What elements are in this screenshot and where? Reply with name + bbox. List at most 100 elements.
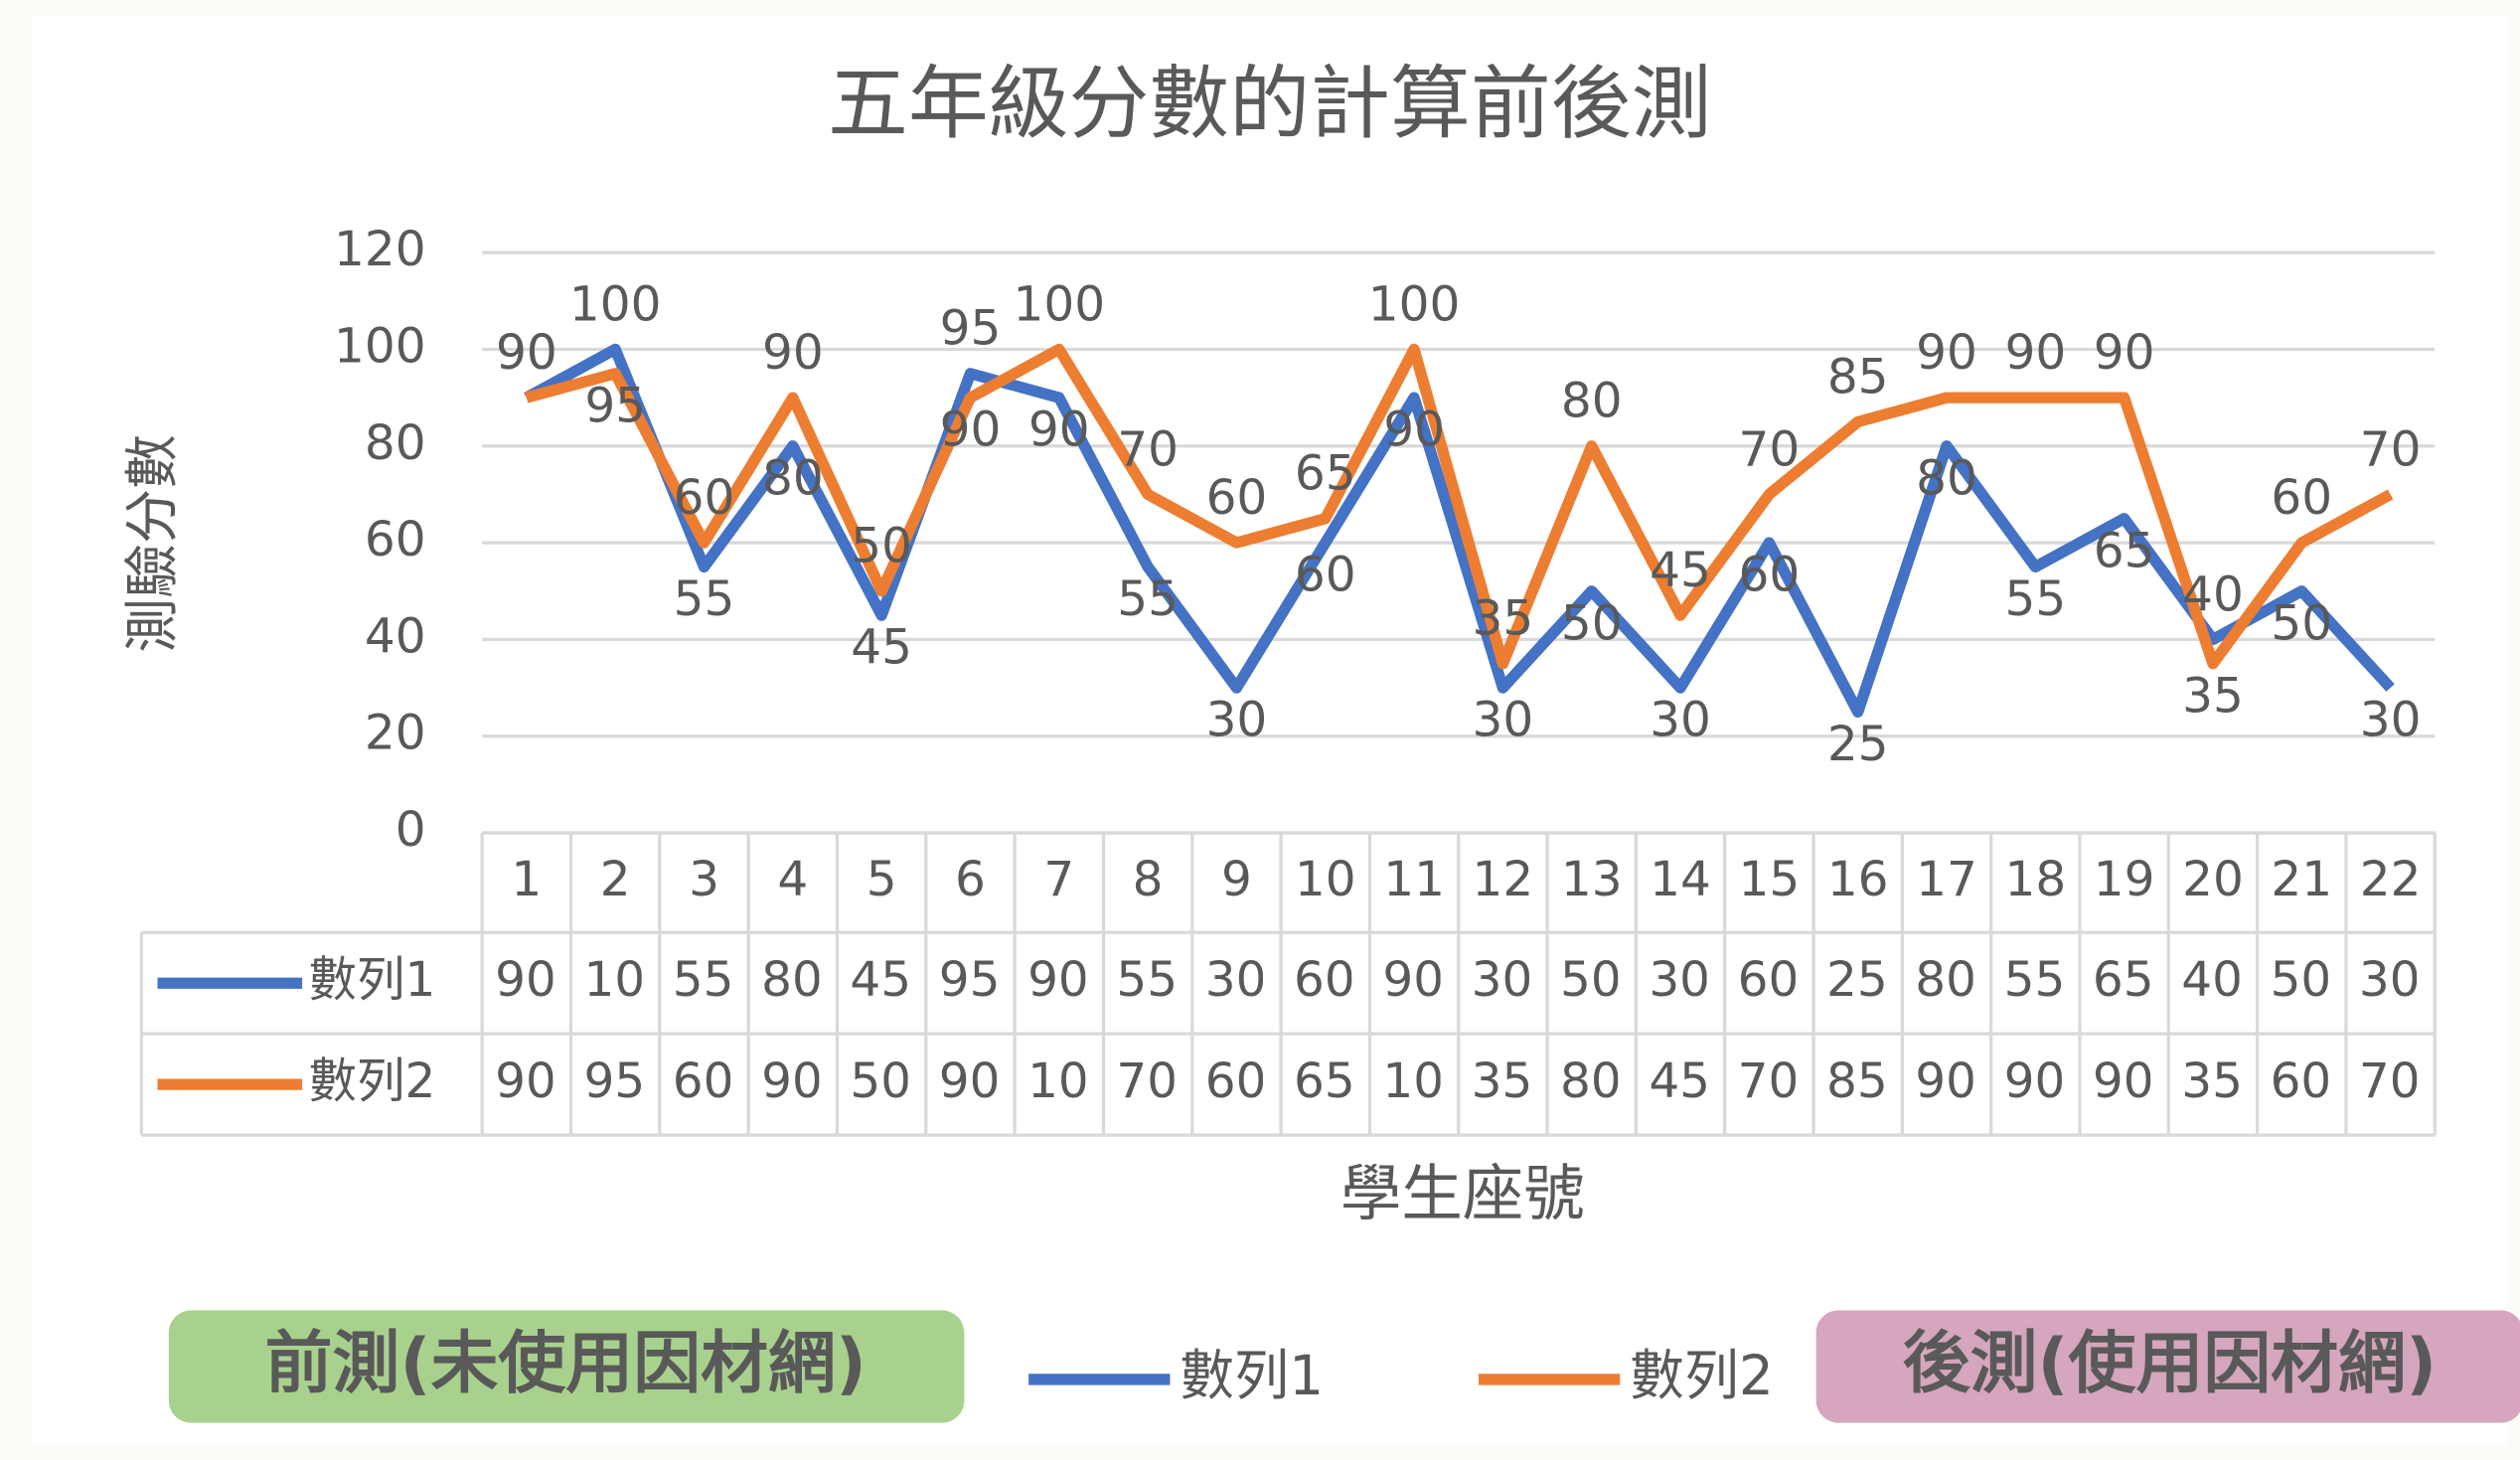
table-cell: 90 [2093,1054,2154,1109]
x-tick-label: 8 [1133,852,1164,907]
data-label: 35 [1473,591,1534,647]
table-cell: 25 [1826,952,1888,1008]
data-label: 100 [1013,276,1105,332]
table-cell: 100 [1382,1054,1475,1109]
table-cell: 50 [2271,952,2332,1008]
data-label: 45 [851,620,912,676]
data-label: 70 [1739,421,1801,477]
table-cell: 30 [1649,952,1710,1008]
table-cell: 80 [1915,952,1976,1008]
x-tick-label: 6 [955,852,986,907]
table-cell: 45 [1649,1054,1710,1109]
table-cell: 90 [2004,1054,2066,1109]
chart-title: 五年級分數的計算前後測 [828,58,1711,151]
y-tick-label: 100 [334,318,426,374]
data-label: 30 [1473,693,1534,748]
data-label: 100 [1368,276,1461,332]
x-tick-label: 21 [2271,852,2332,907]
table-cell: 95 [939,952,1001,1008]
data-label: 30 [1206,693,1268,748]
x-tick-label: 2 [600,852,631,907]
table-cell: 65 [1294,1054,1355,1109]
data-label: 95 [584,378,646,433]
data-label: 70 [2360,421,2422,477]
legend-label: 數列1 [1180,1344,1324,1407]
table-cell: 90 [495,1054,556,1109]
x-tick-label: 9 [1221,852,1252,907]
data-label: 70 [1117,421,1179,477]
table-cell: 55 [2004,952,2066,1008]
data-label: 60 [1295,548,1356,603]
data-label: 55 [674,571,735,627]
data-label: 50 [1561,595,1623,651]
x-tick-label: 15 [1739,852,1801,907]
data-label: 65 [2094,523,2155,578]
table-cell: 60 [1205,1054,1267,1109]
data-label: 90 [1916,325,1977,381]
table-cell: 30 [1205,952,1267,1008]
x-tick-label: 18 [2004,852,2066,907]
table-cell: 95 [583,1054,645,1109]
data-label: 30 [1650,693,1711,748]
table-cell: 90 [1915,1054,1976,1109]
data-label: 30 [2360,693,2422,748]
table-cell: 80 [1560,1054,1622,1109]
table-cell: 65 [2093,952,2154,1008]
y-tick-label: 80 [365,415,426,471]
table-cell: 70 [1738,1054,1800,1109]
table-cell: 60 [2271,1054,2332,1109]
table-cell: 100 [1027,1054,1120,1109]
x-tick-label: 11 [1383,852,1445,907]
x-tick-label: 19 [2094,852,2155,907]
data-label: 85 [1827,349,1889,405]
data-label: 40 [2182,567,2244,622]
annotation-box [1815,1310,2520,1423]
data-label: 55 [1117,571,1179,627]
table-cell: 35 [1472,1054,1533,1109]
data-label: 80 [762,450,824,506]
data-label: 25 [1827,717,1889,772]
chart-area [32,16,2508,1447]
series-line [524,343,2395,719]
table-cell: 40 [2181,952,2243,1008]
data-label: 60 [1206,470,1268,526]
table-cell: 50 [1560,952,1622,1008]
data-label: 80 [1916,450,1977,506]
table-cell: 55 [1116,952,1178,1008]
table-cell: 60 [673,1054,734,1109]
data-label: 50 [851,519,912,574]
data-label: 60 [1739,548,1801,603]
table-cell: 100 [583,952,676,1008]
table-cell: 35 [2181,1054,2243,1109]
table-cell: 60 [1294,952,1355,1008]
y-tick-label: 0 [395,802,426,858]
data-label: 90 [940,403,1002,458]
table-cell: 80 [761,952,823,1008]
table-cell: 30 [2359,952,2421,1008]
legend-label: 數列1 [309,952,436,1008]
x-axis-title: 學生座號 [1340,1159,1585,1229]
x-tick-label: 13 [1561,852,1623,907]
data-label: 55 [2004,571,2066,627]
x-tick-label: 14 [1650,852,1711,907]
x-tick-label: 4 [777,852,808,907]
data-label: 95 [940,301,1002,357]
data-label: 100 [569,276,662,332]
x-tick-label: 12 [1473,852,1534,907]
x-tick-label: 5 [866,852,897,907]
y-tick-label: 20 [365,706,426,761]
table-cell: 90 [1382,952,1444,1008]
data-label: 90 [2004,325,2066,381]
x-tick-label: 20 [2182,852,2244,907]
data-label: 90 [2094,325,2155,381]
data-label: 35 [2182,668,2244,724]
x-tick-label: 16 [1827,852,1889,907]
data-label: 60 [674,470,735,526]
series-line [525,343,2394,670]
y-tick-label: 40 [365,608,426,664]
data-label: 60 [2271,470,2332,526]
data-label: 90 [496,325,557,381]
table-cell: 45 [850,952,911,1008]
